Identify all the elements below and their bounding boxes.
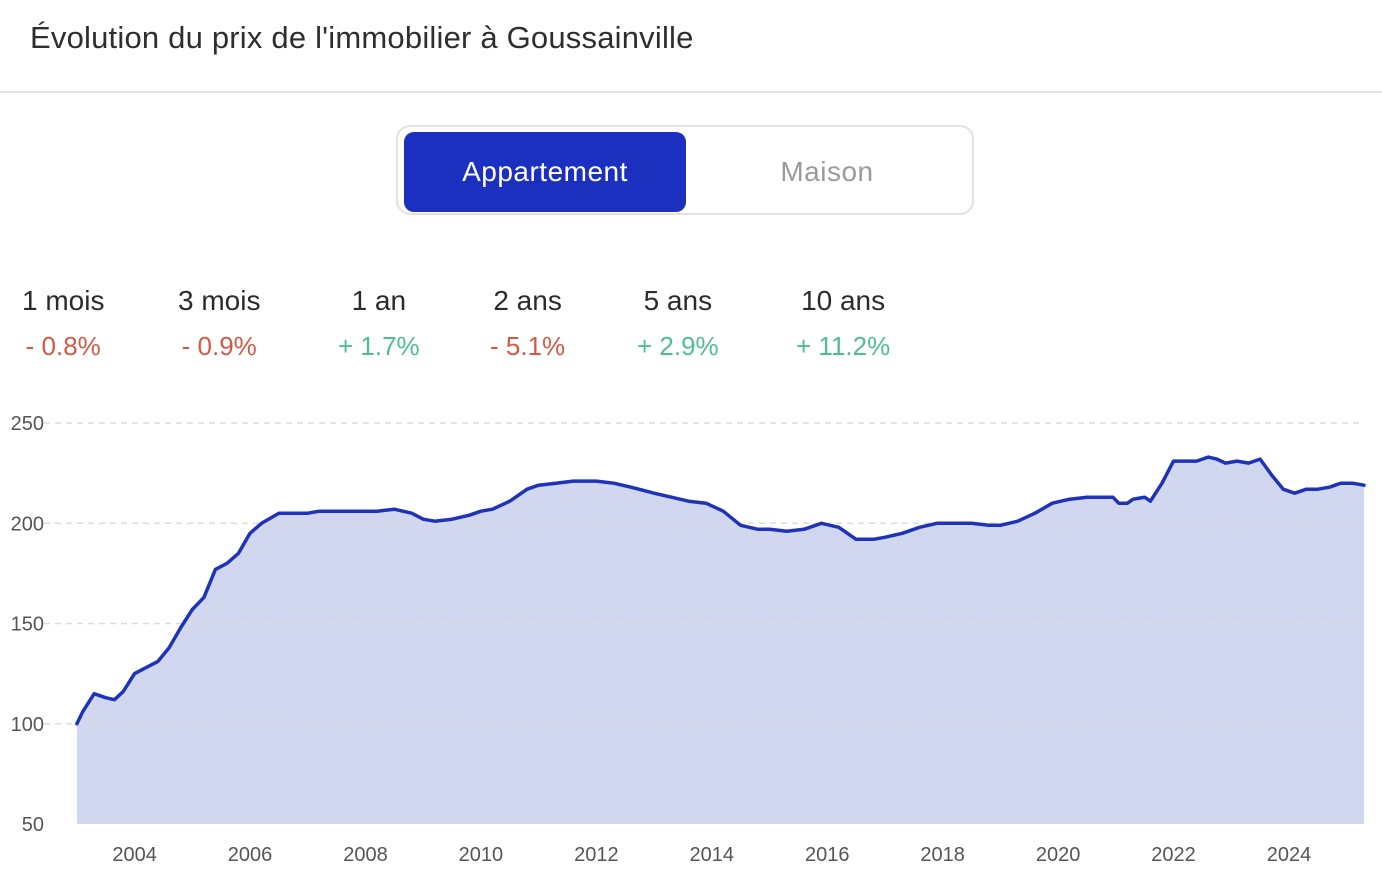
stat-value: + 2.9%: [637, 331, 719, 361]
stat-1-mois: 1 mois - 0.8%: [22, 285, 104, 362]
stat-label: 1 mois: [22, 285, 105, 316]
x-tick-label: 2024: [1267, 844, 1312, 866]
stat-label: 1 an: [351, 285, 407, 316]
toggle-maison-button[interactable]: Maison: [780, 156, 874, 187]
price-line: [75, 455, 1366, 726]
x-tick-label: 2018: [920, 844, 965, 866]
stat-label: 2 ans: [493, 285, 562, 316]
stat-2-ans: 2 ans - 5.1%: [490, 285, 565, 362]
stat-value: + 11.2%: [796, 331, 891, 361]
x-tick-label: 2022: [1151, 844, 1196, 866]
y-tick-label: 200: [11, 513, 44, 535]
stat-5-ans: 5 ans + 2.9%: [637, 285, 719, 362]
stat-1-an: 1 an + 1.7%: [338, 285, 420, 362]
y-tick-label: 250: [11, 413, 44, 435]
page-title: Évolution du prix de l'immobilier à Gous…: [30, 20, 694, 55]
price-change-stats: 1 mois - 0.8% 3 mois - 0.9% 1 an + 1.7% …: [0, 285, 1000, 375]
x-tick-label: 2008: [343, 844, 388, 866]
toggle-appartement-button[interactable]: Appartement: [404, 132, 686, 212]
y-tick-label: 50: [22, 814, 44, 836]
property-type-toggle: Appartement Maison: [396, 125, 974, 215]
x-tick-label: 2004: [112, 844, 157, 866]
stat-value: - 0.9%: [181, 331, 257, 361]
x-tick-label: 2016: [805, 844, 850, 866]
stat-value: + 1.7%: [338, 331, 420, 361]
x-tick-label: 2020: [1036, 844, 1081, 866]
x-tick-label: 2014: [690, 844, 735, 866]
x-tick-label: 2006: [228, 844, 273, 866]
y-tick-label: 100: [11, 714, 44, 736]
price-area: [76, 457, 1364, 824]
price-chart: 250 200 150 100 50 2004 2006 2008 2010 2012 2014 20…: [11, 413, 1366, 866]
stat-value: - 0.8%: [25, 331, 101, 361]
header-divider: [0, 91, 1382, 93]
stat-label: 3 mois: [178, 285, 261, 316]
stat-label: 10 ans: [801, 285, 886, 316]
x-tick-label: 2010: [459, 844, 504, 866]
stat-value: - 5.1%: [490, 331, 566, 361]
stat-3-mois: 3 mois - 0.9%: [178, 285, 260, 362]
stat-10-ans: 10 ans + 11.2%: [796, 285, 890, 362]
stat-label: 5 ans: [643, 285, 713, 316]
y-tick-label: 150: [11, 614, 44, 636]
x-tick-label: 2012: [574, 844, 619, 866]
